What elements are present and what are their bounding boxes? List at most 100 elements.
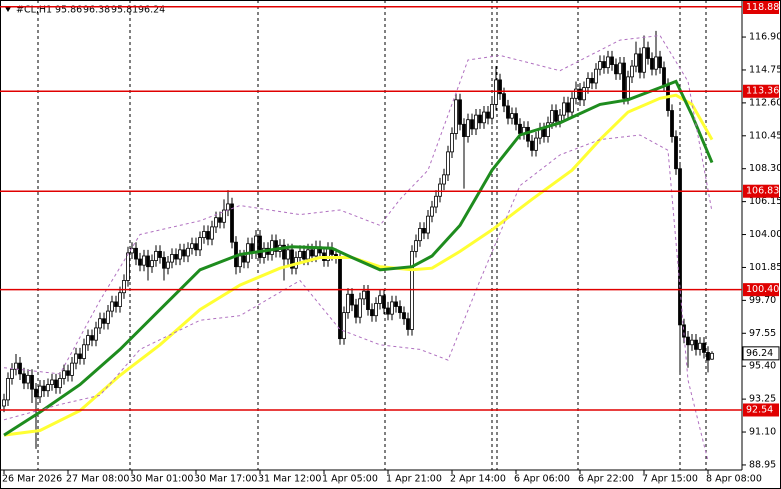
candle-body [694,339,698,350]
candle-body [102,318,106,324]
candle-body [682,324,686,338]
candle-body [506,105,510,119]
x-tick-label: 1 Apr 21:00 [386,474,442,485]
candle-body [238,255,242,268]
x-tick-label: 2 Apr 14:00 [450,474,506,485]
candle-body [442,174,446,185]
candle-body [34,388,38,398]
x-tick-label: 6 Apr 22:00 [578,474,634,485]
level-label: 100.40 [746,284,779,295]
y-tick-label: 108.30 [749,163,781,174]
candle-body [90,335,94,341]
candle-body [562,102,566,116]
candle-body [338,257,342,340]
candle-body [566,102,570,113]
candle-body [14,362,18,370]
candle-body [166,261,170,269]
candle-body [138,258,142,266]
x-tick-label: 30 Mar 01:00 [130,474,193,485]
level-label-box [743,1,779,14]
candle-body [574,88,578,99]
candle-body [110,301,114,312]
y-tick-label: 106.15 [749,196,781,207]
symbol: #CL,H1 [16,5,52,16]
candle-body [702,342,706,353]
level-label-box [743,84,779,98]
candle-body [618,62,622,75]
y-tick-label: 88.95 [749,459,776,470]
indicator-line [3,93,714,437]
candle-body [410,250,414,330]
candle-body [382,295,386,309]
candle-body [438,183,442,197]
candle-body [262,247,266,258]
candle-body [446,151,450,176]
candle-body [470,119,474,130]
candle-body [214,217,218,228]
candle-body [606,56,610,69]
y-tick-label: 114.75 [749,64,781,75]
candle-body [658,56,662,69]
candle-body [342,312,346,340]
header-close: 96.24 [138,5,165,16]
candle-body [670,110,674,137]
candle-body [362,290,366,300]
candle-body [514,113,518,125]
candle-body [298,250,302,258]
candle-body [698,342,702,350]
candle-body [310,249,314,257]
candle-body [690,339,694,346]
menu-triangle [5,7,11,12]
candle-body [206,231,210,240]
candle-body [550,110,554,124]
candle-body [114,301,118,307]
candle-body [426,215,430,234]
candle-body [182,249,186,257]
candle-body [10,368,14,379]
x-tick-label: 26 Mar 2026 [2,474,62,485]
candle-body [150,260,154,268]
x-tick-label: 6 Apr 06:00 [514,474,570,485]
candle-body [38,385,42,398]
header-open: 95.86 [55,5,82,16]
candle-body [586,77,590,88]
candle-body [642,47,646,73]
candle-body [478,114,482,124]
candle-body [218,217,222,223]
candle-body [602,61,606,69]
indicator-line [3,79,714,437]
y-tick-label: 116.90 [749,32,781,43]
y-tick-label: 110.45 [749,130,781,141]
candle-body [30,374,34,390]
candle-body [686,336,690,346]
candle-body [202,231,206,239]
candle-body [646,47,650,59]
y-tick-label: 91.10 [749,427,776,438]
candle-body [178,249,182,260]
y-tick-label: 99.70 [749,295,776,306]
candle-body [558,114,562,122]
candle-body [534,137,538,151]
candle-body [418,228,422,242]
y-tick-label: 97.55 [749,328,776,339]
y-tick-label: 101.85 [749,262,781,273]
candle-body [26,374,30,384]
candle-body [270,240,274,255]
x-tick-label: 8 Apr 08:00 [706,474,762,485]
level-label-box [743,184,779,198]
candle-body [458,99,462,125]
candle-body [2,399,6,407]
indicator-line [3,134,709,462]
candle-body [626,76,630,99]
candle-body [510,113,514,119]
candle-body [346,293,350,314]
candle-body [570,97,574,113]
candle-body [230,203,234,243]
candle-body [494,79,498,105]
plot [2,30,714,462]
candle-body [462,123,466,137]
x-tick-label: 27 Mar 08:00 [66,474,129,485]
candle-body [78,353,82,359]
